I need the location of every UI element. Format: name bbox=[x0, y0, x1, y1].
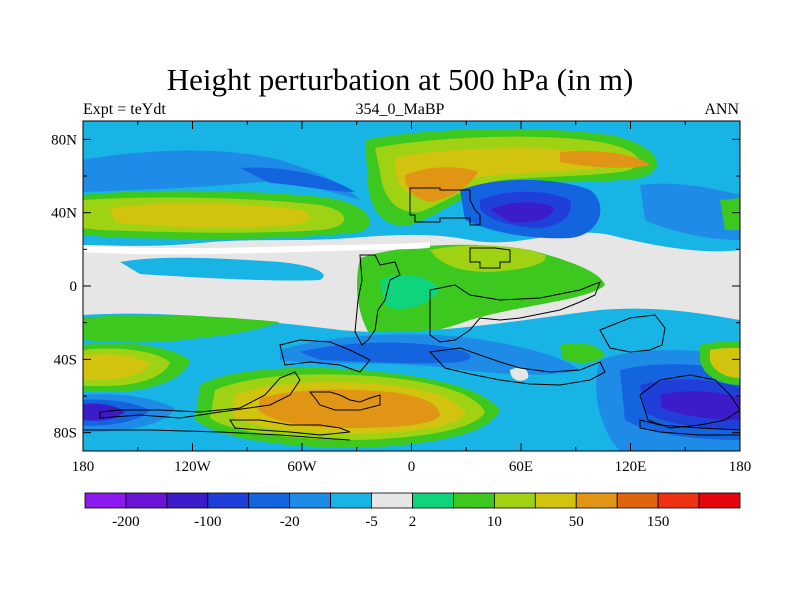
contour-eur-orange bbox=[405, 167, 478, 202]
axes: 180 120W 60W 0 60E 120E 180 80N 40N 0 40S 80S bbox=[51, 121, 751, 475]
colorbar-swatch-11 bbox=[534, 492, 577, 509]
contour-asia-indigo bbox=[490, 202, 555, 223]
x-tick-label-2: 60W bbox=[287, 459, 317, 475]
contour-north-blue bbox=[83, 150, 360, 200]
contour-so-orange bbox=[258, 389, 440, 428]
contour-trop-green-light bbox=[430, 245, 546, 272]
y-tick-label-4: 80S bbox=[54, 426, 77, 442]
colorbar-label-3: -5 bbox=[365, 514, 378, 530]
colorbar-swatch-8 bbox=[412, 492, 454, 509]
x-tick-label-6: 180 bbox=[729, 459, 752, 475]
y-tick-label-1: 40N bbox=[51, 206, 77, 222]
x-tick-label-3: 0 bbox=[408, 459, 416, 475]
contour-trop-green-2 bbox=[380, 274, 440, 310]
colorbar-swatch-13 bbox=[616, 492, 659, 509]
time-label: 354_0_MaBP bbox=[355, 101, 445, 118]
y-tick-label-0: 80N bbox=[51, 132, 77, 148]
chart-title: Height perturbation at 500 hPa (in m) bbox=[166, 62, 634, 97]
colorbar-swatch-15 bbox=[698, 492, 741, 509]
colorbar-label-6: 50 bbox=[569, 514, 584, 530]
colorbar-label-2: -20 bbox=[280, 514, 300, 530]
contour-se-yellow bbox=[710, 347, 740, 378]
colorbar: -200 -100 -20 -5 2 10 50 150 bbox=[84, 492, 741, 530]
season-label: ANN bbox=[704, 101, 739, 118]
x-tick-label-5: 120E bbox=[615, 459, 647, 475]
colorbar-swatch-10 bbox=[493, 492, 536, 509]
contour-fills bbox=[83, 121, 740, 451]
contour-east-asia-blue bbox=[640, 183, 740, 240]
colorbar-swatch-2 bbox=[166, 492, 209, 509]
colorbar-swatch-0 bbox=[84, 492, 127, 509]
colorbar-swatch-3 bbox=[207, 492, 250, 509]
colorbar-swatch-7 bbox=[371, 492, 413, 509]
colorbar-label-1: -100 bbox=[194, 514, 222, 530]
colorbar-swatch-1 bbox=[125, 492, 168, 509]
x-tick-label-4: 60E bbox=[509, 459, 533, 475]
y-tick-label-3: 40S bbox=[54, 352, 77, 368]
experiment-label: Expt = teYdt bbox=[83, 101, 166, 118]
contour-io-green bbox=[560, 343, 605, 363]
colorbar-swatch-9 bbox=[453, 492, 495, 509]
colorbar-label-4: 2 bbox=[409, 514, 417, 530]
colorbar-label-0: -200 bbox=[112, 514, 140, 530]
colorbar-swatch-12 bbox=[575, 492, 618, 509]
x-tick-label-0: 180 bbox=[72, 459, 95, 475]
colorbar-label-7: 150 bbox=[647, 514, 670, 530]
colorbar-swatch-14 bbox=[657, 492, 700, 509]
contour-white-band bbox=[83, 242, 430, 255]
coastlines bbox=[83, 187, 740, 441]
contour-east-green bbox=[720, 198, 740, 230]
contour-trop-green bbox=[357, 244, 605, 337]
contour-atl-olive bbox=[110, 203, 311, 228]
contour-eur-olive-2 bbox=[560, 150, 650, 168]
colorbar-swatch-4 bbox=[248, 492, 291, 509]
colorbar-label-5: 10 bbox=[487, 514, 502, 530]
colorbar-swatch-5 bbox=[289, 492, 332, 509]
contour-aus-purple bbox=[660, 391, 740, 420]
contour-south-blue-dark bbox=[300, 342, 471, 364]
y-tick-label-2: 0 bbox=[70, 279, 78, 295]
contour-sp-olive bbox=[83, 354, 150, 380]
contour-south-green-band bbox=[83, 315, 280, 343]
x-tick-label-1: 120W bbox=[174, 459, 212, 475]
contour-north-blue-dark bbox=[240, 167, 355, 192]
colorbar-swatch-6 bbox=[330, 492, 372, 509]
contour-trop-pacific bbox=[120, 257, 324, 281]
contour-io-white bbox=[510, 367, 529, 381]
